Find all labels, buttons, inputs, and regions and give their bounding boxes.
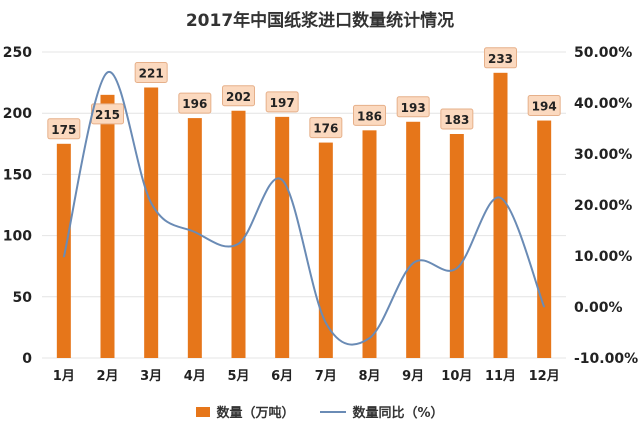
bar <box>362 130 377 358</box>
data-label: 193 <box>401 101 426 115</box>
category-label: 2月 <box>96 369 118 384</box>
bar <box>56 143 71 358</box>
right-tick-label: -10.00% <box>574 351 638 367</box>
line-point <box>281 179 283 181</box>
right-tick-label: 0.00% <box>574 300 623 316</box>
line-point <box>63 256 65 258</box>
category-label: 6月 <box>271 369 293 384</box>
data-label: 183 <box>444 113 469 127</box>
category-label: 4月 <box>184 369 206 384</box>
data-label-box <box>178 92 212 114</box>
category-label: 3月 <box>140 369 162 384</box>
data-label: 215 <box>95 108 120 122</box>
legend-item-bar: 数量（万吨） <box>196 402 294 421</box>
legend-swatch-bar <box>196 406 211 417</box>
bar <box>406 121 421 358</box>
data-label-box <box>353 104 386 126</box>
data-label-box <box>527 95 561 117</box>
category-label: 11月 <box>485 369 516 384</box>
legend-swatch-line <box>320 410 347 413</box>
data-label: 233 <box>488 52 513 66</box>
data-label-box <box>47 118 81 140</box>
category-label: 10月 <box>441 369 472 384</box>
data-label-box <box>396 96 430 118</box>
category-label: 5月 <box>227 369 249 384</box>
category-label: 12月 <box>529 369 560 384</box>
line-point <box>412 262 414 264</box>
right-tick-label: 10.00% <box>574 249 632 265</box>
category-label: 7月 <box>315 369 337 384</box>
data-label-box <box>440 108 474 130</box>
legend-item-line: 数量同比（%） <box>320 402 444 421</box>
data-label: 175 <box>51 123 76 137</box>
bar <box>100 94 115 358</box>
category-label: 8月 <box>358 369 380 384</box>
bar <box>537 120 552 358</box>
right-tick-label: 20.00% <box>574 198 632 214</box>
data-label: 196 <box>182 97 207 111</box>
line-point <box>369 337 370 339</box>
data-label: 202 <box>226 90 251 104</box>
left-tick-label: 150 <box>3 167 32 183</box>
bar <box>275 116 290 358</box>
line-point <box>150 202 152 204</box>
line-point <box>456 267 458 269</box>
chart-title: 2017年中国纸浆进口数量统计情况 <box>185 11 455 31</box>
left-tick-label: 50 <box>13 290 33 306</box>
right-tick-label: 30.00% <box>574 147 632 163</box>
data-label: 197 <box>270 96 295 110</box>
data-label: 221 <box>139 66 164 80</box>
legend-label-bar: 数量（万吨） <box>216 406 295 421</box>
plot-area: 0 50 100 150 200 250 -10.00% 0.00% 10.00% 20.00% 3… <box>3 45 638 384</box>
data-label: 194 <box>532 100 557 114</box>
data-label-box <box>134 61 168 83</box>
right-tick-label: 40.00% <box>574 96 632 112</box>
bar <box>318 142 333 358</box>
data-label-box <box>222 85 255 107</box>
legend: 数量（万吨） 数量同比（%） <box>0 402 640 421</box>
left-tick-label: 0 <box>22 351 32 367</box>
left-tick-label: 200 <box>3 106 32 122</box>
bar <box>231 110 246 358</box>
legend-label-line: 数量同比（%） <box>352 406 444 421</box>
line-point <box>238 243 239 245</box>
category-label: 1月 <box>53 369 75 384</box>
bar <box>144 87 159 358</box>
line-series <box>62 71 546 346</box>
line-point <box>325 322 327 324</box>
bar <box>187 118 202 358</box>
data-label: 186 <box>357 109 382 123</box>
data-label-box <box>265 91 299 113</box>
line-point <box>543 306 545 308</box>
line-point <box>194 231 196 233</box>
left-tick-label: 250 <box>3 45 32 61</box>
data-label-box <box>309 117 343 139</box>
line-point <box>500 197 501 199</box>
data-label: 176 <box>313 122 338 136</box>
left-tick-label: 100 <box>3 229 32 245</box>
bar <box>449 134 464 358</box>
data-label-box <box>484 47 517 69</box>
bar <box>493 72 508 359</box>
right-tick-label: 50.00% <box>574 45 632 61</box>
line-point <box>107 71 108 73</box>
category-label: 9月 <box>402 369 424 384</box>
